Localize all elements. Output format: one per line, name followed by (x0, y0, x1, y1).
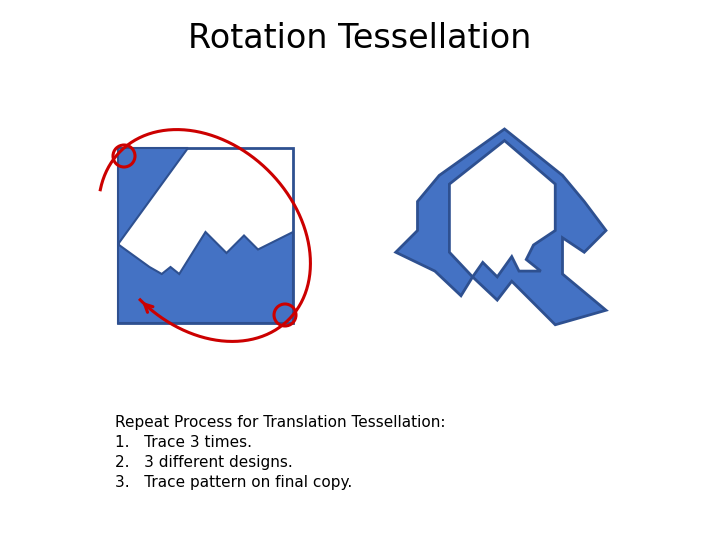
Polygon shape (449, 140, 555, 277)
Text: Rotation Tessellation: Rotation Tessellation (189, 22, 531, 55)
Text: 3.   Trace pattern on final copy.: 3. Trace pattern on final copy. (115, 475, 352, 490)
Text: Repeat Process for Translation Tessellation:: Repeat Process for Translation Tessellat… (115, 415, 446, 430)
Polygon shape (118, 148, 188, 244)
Text: 1.   Trace 3 times.: 1. Trace 3 times. (115, 435, 252, 450)
Polygon shape (118, 232, 293, 323)
Bar (118, 148, 293, 323)
Text: 2.   3 different designs.: 2. 3 different designs. (115, 455, 293, 470)
Polygon shape (396, 129, 606, 325)
